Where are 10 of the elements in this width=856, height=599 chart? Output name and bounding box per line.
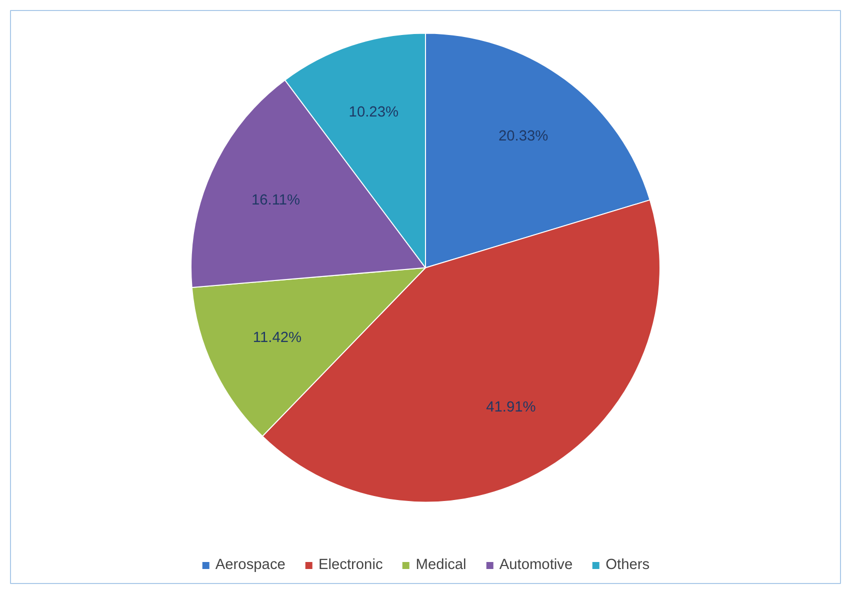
data-label: 41.91% — [486, 400, 536, 416]
legend-label: Medical — [416, 557, 466, 573]
legend-label: Electronic — [318, 557, 383, 573]
data-label: 16.11% — [251, 192, 300, 209]
data-label: 20.33% — [498, 128, 548, 144]
data-label: 10.23% — [348, 104, 399, 120]
legend-label: Others — [606, 557, 650, 573]
legend-label: Aerospace — [215, 557, 286, 573]
legend-label: Automotive — [499, 557, 573, 573]
data-label: 11.42% — [252, 330, 302, 346]
